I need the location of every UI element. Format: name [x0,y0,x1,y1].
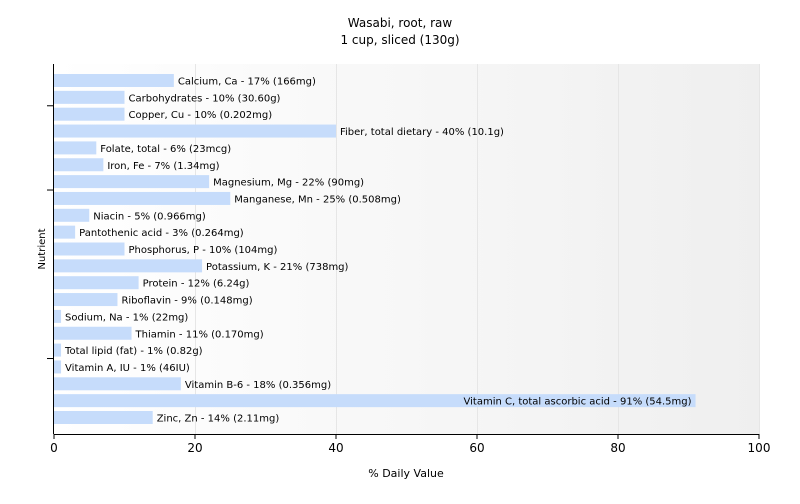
data-label: Iron, Fe - 7% (1.34mg) [107,161,219,172]
bars-layer [54,74,696,424]
bar [54,360,62,374]
bar [54,141,97,155]
data-label: Carbohydrates - 10% (30.60g) [129,93,281,104]
bar [54,208,90,222]
bar [54,394,696,408]
data-label: Riboflavin - 9% (0.148mg) [121,296,252,307]
data-label: Thiamin - 11% (0.170mg) [135,329,264,340]
bar [54,326,132,340]
bar [54,276,139,290]
chart-title: Wasabi, root, raw [348,16,453,30]
bar [54,343,62,357]
data-labels-layer: Calcium, Ca - 17% (166mg) Carbohydrates -… [64,77,692,425]
data-label: Calcium, Ca - 17% (166mg) [178,77,316,88]
x-tick-label: 80 [610,441,625,455]
bar [54,293,118,307]
x-tick-label: 20 [187,441,202,455]
data-label: Zinc, Zn - 14% (2.11mg) [157,414,280,425]
bar [54,309,62,323]
data-label: Sodium, Na - 1% (22mg) [65,312,188,323]
data-label: Total lipid (fat) - 1% (0.82g) [64,346,203,357]
data-label: Protein - 12% (6.24g) [143,279,250,290]
chart-subtitle: 1 cup, sliced (130g) [340,33,459,47]
bar [54,90,125,104]
data-label: Vitamin B-6 - 18% (0.356mg) [185,380,331,391]
data-label: Manganese, Mn - 25% (0.508mg) [234,194,401,205]
data-label: Phosphorus, P - 10% (104mg) [129,245,278,256]
bar [54,225,76,239]
x-tick-label: 100 [748,441,771,455]
bar [54,411,153,424]
x-tick-label: 60 [469,441,484,455]
bar [54,175,210,189]
data-label: Pantothenic acid - 3% (0.264mg) [79,228,244,239]
axis-layer: 0 20 40 60 80 100 [47,64,770,455]
bar [54,107,125,121]
data-label: Niacin - 5% (0.966mg) [93,211,206,222]
data-label: Potassium, K - 21% (738mg) [206,262,348,273]
bar [54,377,181,391]
bar [54,242,125,256]
bar [54,124,336,138]
x-tick-label: 40 [328,441,343,455]
data-label: Copper, Cu - 10% (0.202mg) [129,110,273,121]
x-tick-label: 0 [50,441,58,455]
data-label: Vitamin C, total ascorbic acid - 91% (54… [464,397,692,408]
bar [54,74,174,87]
y-axis-label: Nutrient [37,228,48,269]
bar [54,191,231,205]
bar [54,259,203,273]
data-label: Vitamin A, IU - 1% (46IU) [65,363,190,374]
bar [54,158,104,172]
data-label: Fiber, total dietary - 40% (10.1g) [340,127,504,138]
data-label: Magnesium, Mg - 22% (90mg) [213,178,364,189]
data-label: Folate, total - 6% (23mcg) [100,144,231,155]
x-axis-label: % Daily Value [368,467,444,480]
